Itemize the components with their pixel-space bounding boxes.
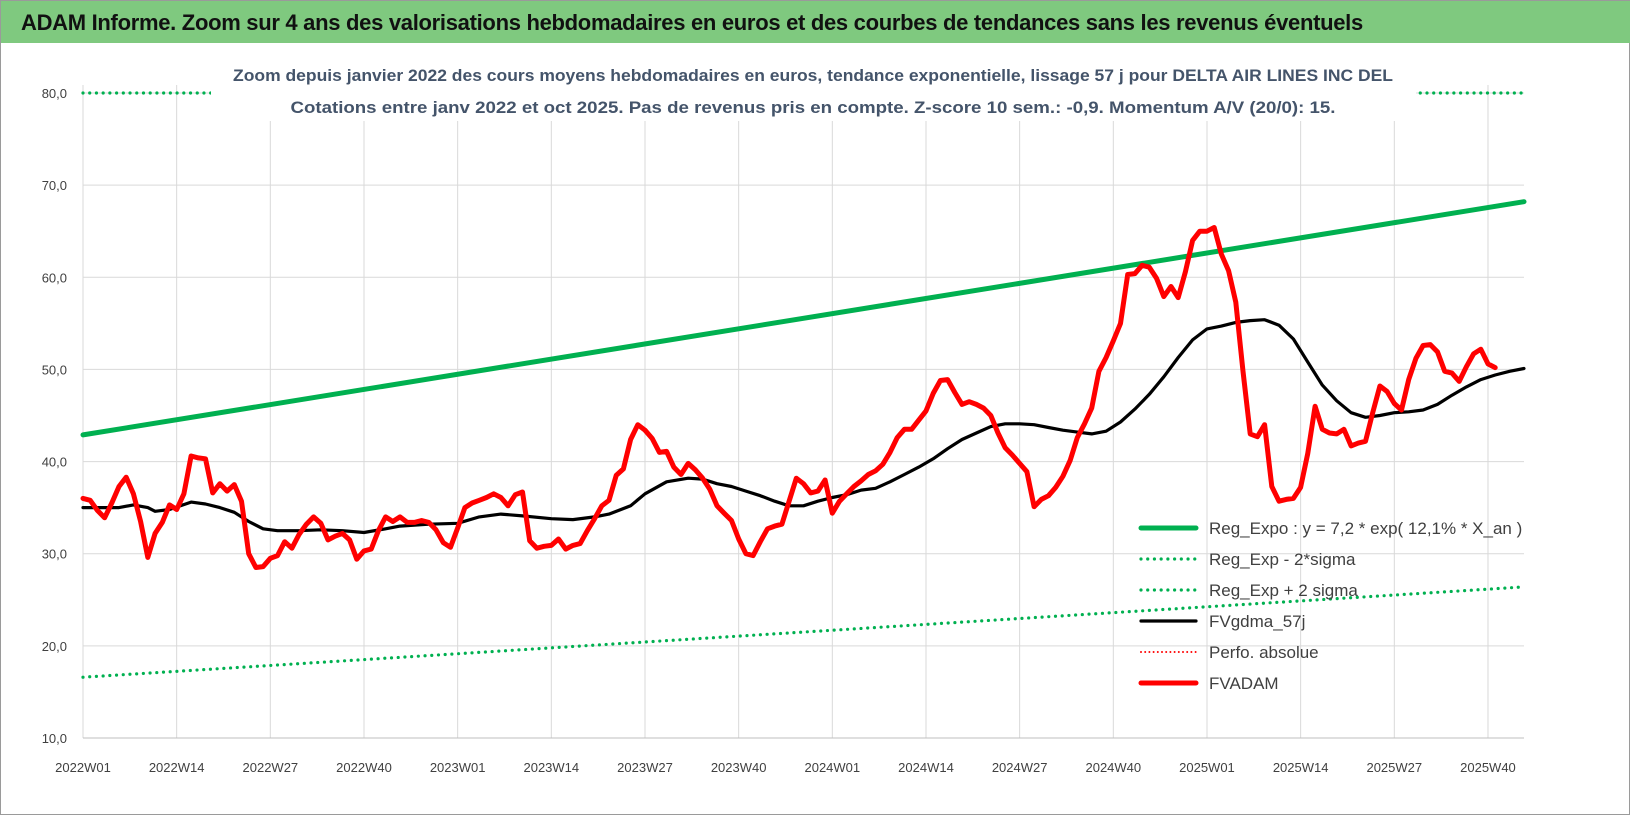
chart-series bbox=[80, 91, 1527, 679]
x-tick-label: 2024W40 bbox=[1085, 760, 1141, 775]
legend-label: Reg_Exp - 2*sigma bbox=[1209, 550, 1356, 569]
chart-legend: Reg_Expo : y = 7,2 * exp( 12,1% * X_an )… bbox=[1138, 519, 1522, 693]
report-title: ADAM Informe. Zoom sur 4 ans des valoris… bbox=[21, 10, 1363, 35]
y-tick-label: 50,0 bbox=[42, 362, 67, 377]
x-tick-label: 2022W14 bbox=[149, 760, 205, 775]
x-tick-label: 2025W01 bbox=[1179, 760, 1235, 775]
legend-label: Reg_Expo : y = 7,2 * exp( 12,1% * X_an ) bbox=[1209, 519, 1522, 538]
title-background bbox=[211, 61, 1416, 121]
y-tick-label: 10,0 bbox=[42, 731, 67, 746]
report-banner: ADAM Informe. Zoom sur 4 ans des valoris… bbox=[1, 1, 1630, 43]
x-tick-label: 2022W01 bbox=[55, 760, 111, 775]
legend-label: Perfo. absolue bbox=[1209, 643, 1319, 662]
series-line-3 bbox=[81, 318, 1526, 535]
chart-subtitle: Cotations entre janv 2022 et oct 2025. P… bbox=[291, 98, 1336, 117]
x-tick-label: 2023W01 bbox=[430, 760, 486, 775]
x-axis-labels: 2022W01 2022W14 2022W27 2022W40 2023W01 2023W… bbox=[55, 760, 1516, 775]
series-line-1 bbox=[81, 585, 1526, 679]
chart-title: Zoom depuis janvier 2022 des cours moyen… bbox=[233, 66, 1393, 85]
chart-title-block: Zoom depuis janvier 2022 des cours moyen… bbox=[211, 61, 1416, 121]
x-tick-label: 2025W40 bbox=[1460, 760, 1516, 775]
y-tick-label: 60,0 bbox=[42, 270, 67, 285]
y-tick-label: 70,0 bbox=[42, 178, 67, 193]
x-tick-label: 2022W27 bbox=[243, 760, 299, 775]
chart-grid bbox=[82, 85, 1524, 739]
y-tick-label: 20,0 bbox=[42, 639, 67, 654]
x-tick-label: 2022W40 bbox=[336, 760, 392, 775]
y-tick-label: 30,0 bbox=[42, 547, 67, 562]
legend-label: FVgdma_57j bbox=[1209, 612, 1305, 631]
x-tick-label: 2024W27 bbox=[992, 760, 1048, 775]
legend-label: FVADAM bbox=[1209, 674, 1279, 693]
x-tick-label: 2023W14 bbox=[523, 760, 579, 775]
x-tick-label: 2025W27 bbox=[1366, 760, 1422, 775]
line-chart: 10,0 20,0 30,0 40,0 50,0 60,0 70,0 80,0 2022W01… bbox=[42, 61, 1527, 775]
y-axis-labels: 10,0 20,0 30,0 40,0 50,0 60,0 70,0 80,0 bbox=[42, 86, 67, 746]
series-line-0 bbox=[80, 199, 1527, 438]
x-tick-label: 2023W40 bbox=[711, 760, 767, 775]
x-tick-label: 2025W14 bbox=[1273, 760, 1329, 775]
x-tick-label: 2024W01 bbox=[804, 760, 860, 775]
x-tick-label: 2023W27 bbox=[617, 760, 673, 775]
x-tick-label: 2024W14 bbox=[898, 760, 954, 775]
y-tick-label: 40,0 bbox=[42, 455, 67, 470]
y-tick-label: 80,0 bbox=[42, 86, 67, 101]
legend-label: Reg_Exp + 2 sigma bbox=[1209, 581, 1358, 600]
series-line-5 bbox=[80, 225, 1498, 570]
